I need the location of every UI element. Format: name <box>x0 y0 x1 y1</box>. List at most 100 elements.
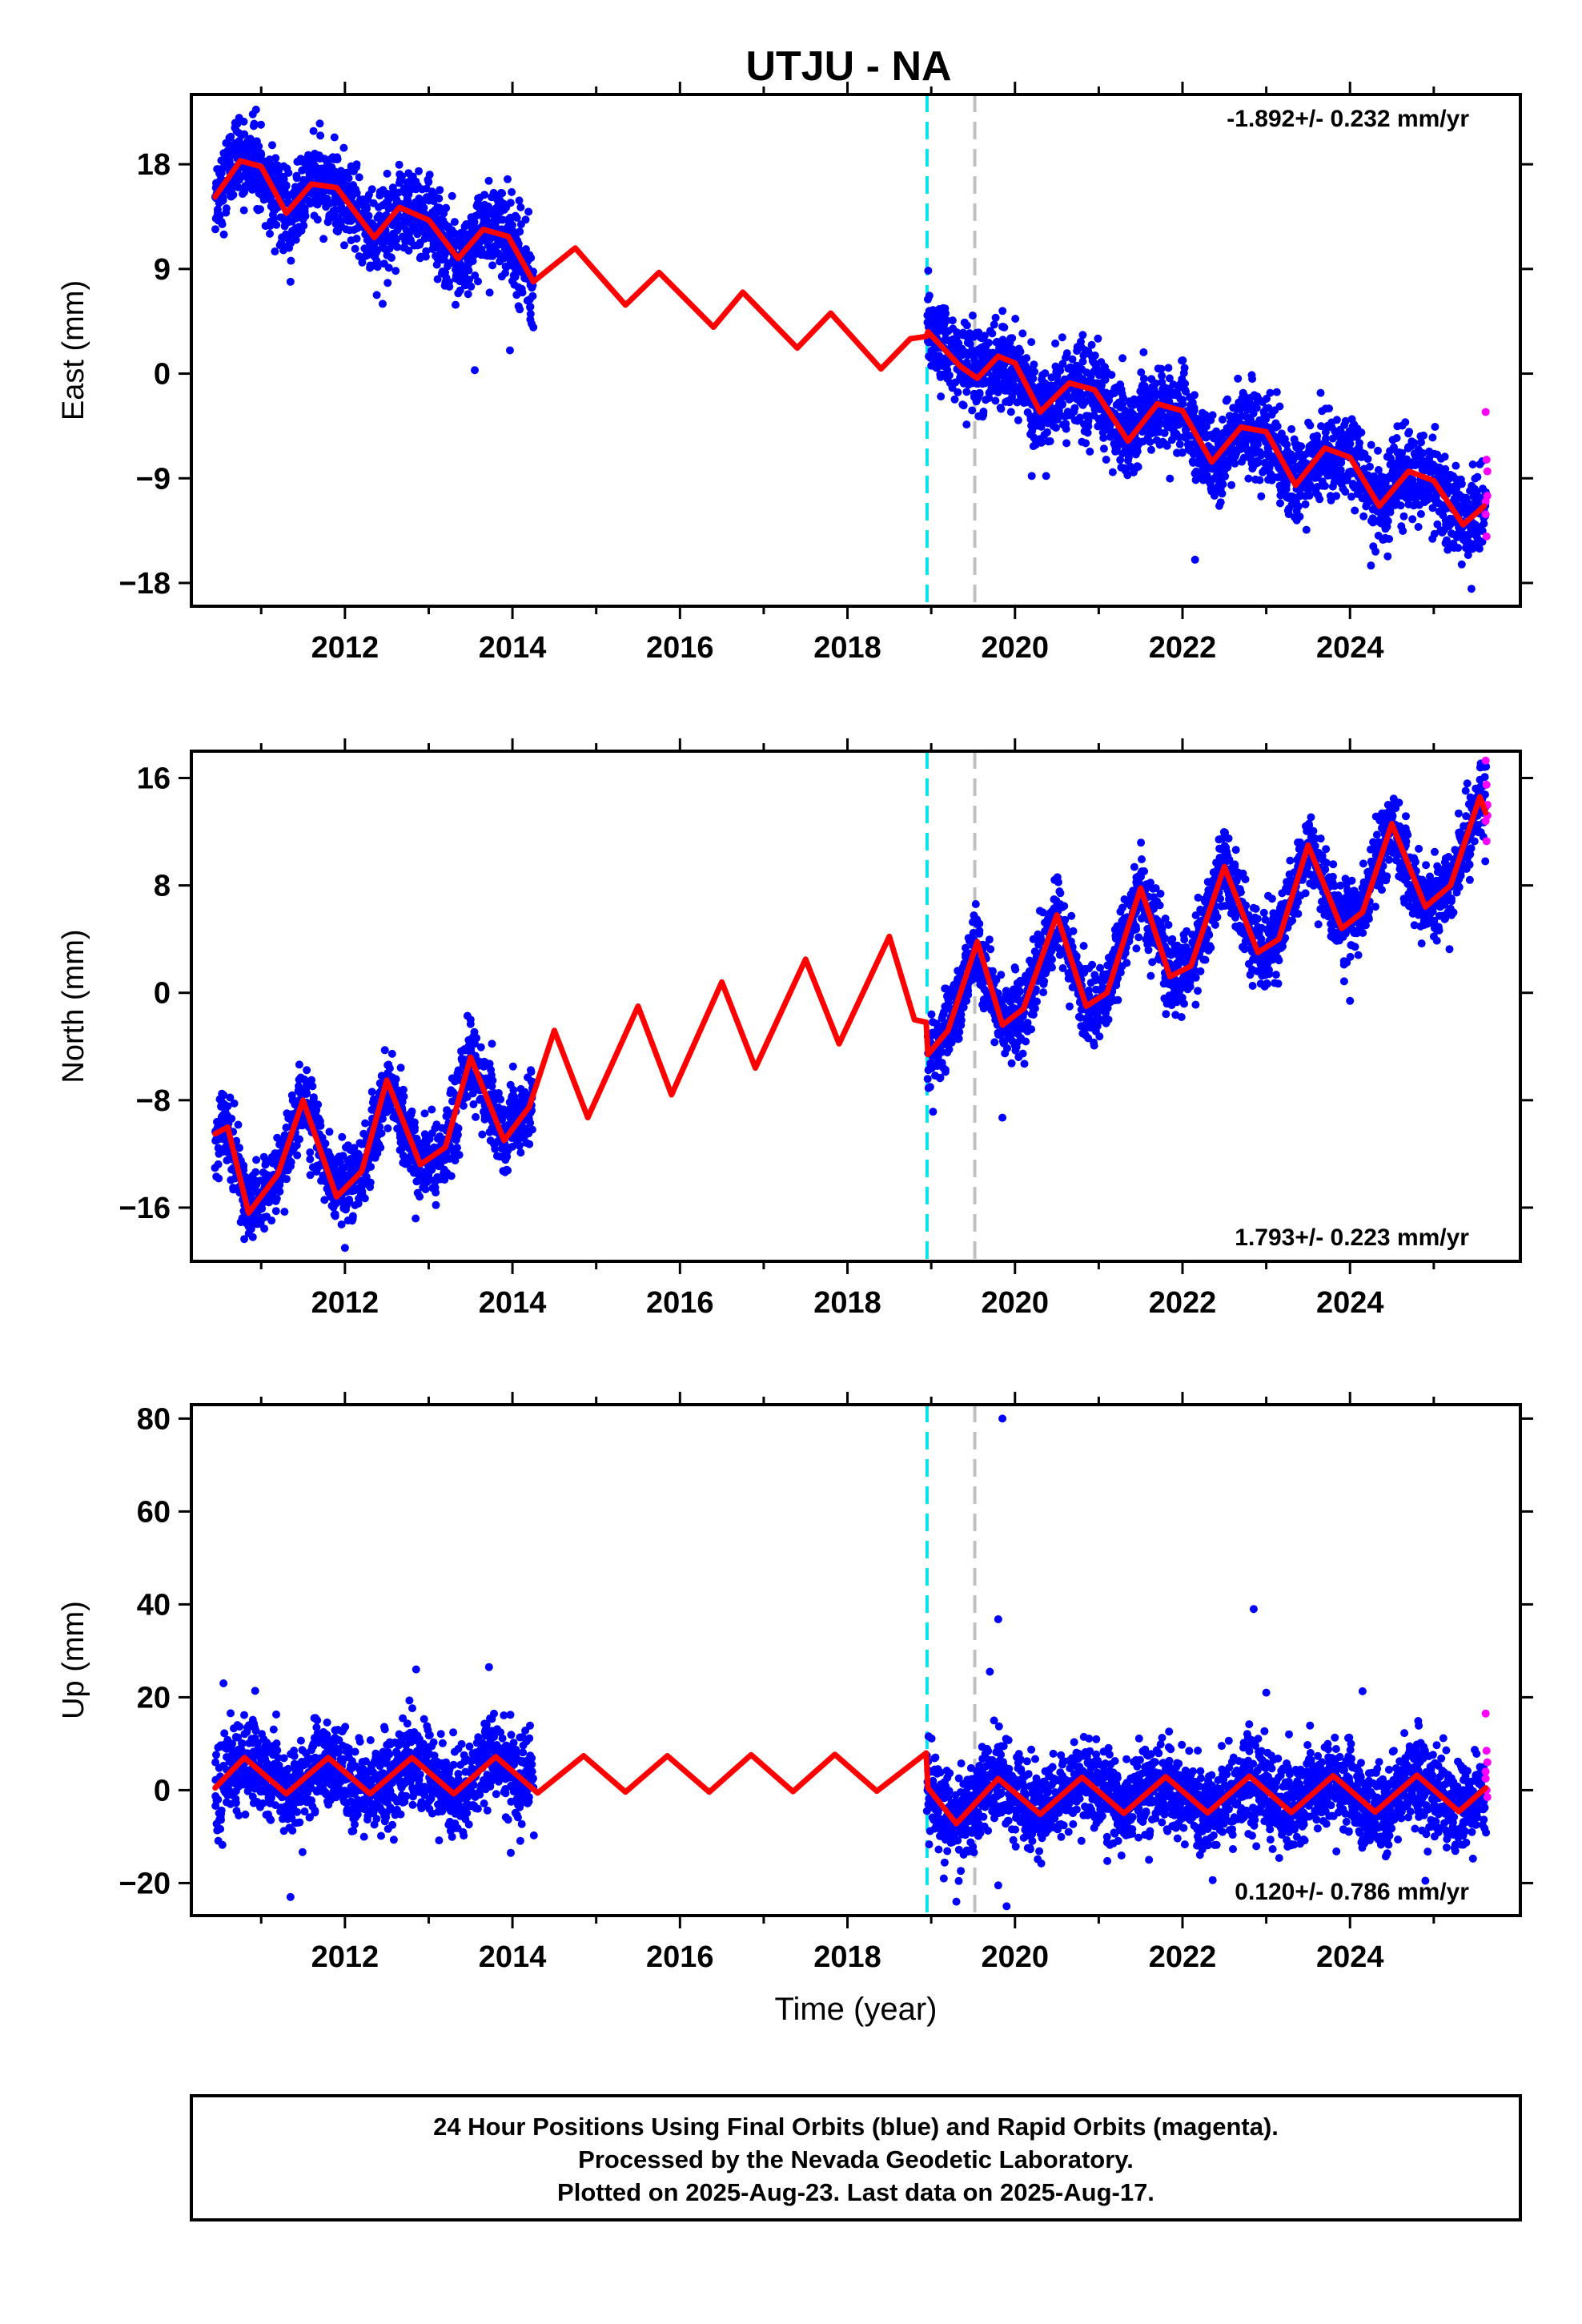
east-data-point <box>933 319 942 328</box>
east-outlier-point <box>286 277 295 286</box>
east-data-point <box>1042 472 1050 480</box>
east-data-point <box>1030 368 1039 376</box>
east-data-point <box>1325 404 1333 413</box>
east-data-point <box>1295 502 1303 511</box>
north-data-point <box>366 1178 375 1187</box>
east-data-point <box>954 388 962 396</box>
north-data-point <box>260 1224 269 1233</box>
east-data-point <box>271 247 279 255</box>
east-data-point <box>1227 480 1236 489</box>
north-data-point <box>408 1107 416 1116</box>
east-data-point <box>313 215 322 224</box>
east-data-point <box>924 267 933 275</box>
east-data-point <box>358 258 367 267</box>
north-data-point <box>302 1088 311 1097</box>
east-data-point <box>433 275 442 283</box>
east-data-point <box>352 160 361 169</box>
north-data-point <box>472 1112 480 1121</box>
east-outlier-point <box>1367 561 1375 570</box>
east-data-point <box>980 332 989 340</box>
east-data-point <box>1347 493 1355 501</box>
east-data-point <box>1133 447 1142 456</box>
east-data-point <box>239 206 248 215</box>
east-data-point <box>529 323 538 332</box>
north-data-point <box>247 1224 255 1233</box>
east-data-point <box>1431 423 1439 431</box>
east-data-point <box>344 174 353 183</box>
north-data-point <box>325 1128 334 1136</box>
north-data-point <box>432 1200 440 1209</box>
north-data-point <box>295 1135 303 1144</box>
north-data-point <box>219 1091 228 1100</box>
east-data-point <box>1262 415 1271 424</box>
north-data-point <box>929 1108 938 1116</box>
east-data-point <box>1428 504 1437 513</box>
east-xtick-label: 2014 <box>479 631 547 665</box>
east-data-point <box>1216 498 1225 507</box>
east-data-point <box>464 290 472 299</box>
north-data-point <box>527 1068 536 1076</box>
east-data-point <box>998 336 1007 344</box>
east-data-point <box>994 388 1002 396</box>
east-data-point <box>211 225 219 234</box>
north-data-point <box>380 1046 389 1055</box>
east-data-point <box>1134 463 1142 471</box>
east-data-point <box>351 244 359 253</box>
east-data-point <box>1477 537 1486 546</box>
east-outlier-point <box>315 119 324 128</box>
east-data-point <box>1223 395 1232 404</box>
east-data-point <box>953 328 962 336</box>
east-data-point <box>1341 488 1350 496</box>
east-data-point <box>1162 441 1171 450</box>
east-data-point <box>284 168 293 177</box>
east-data-point <box>1041 369 1050 378</box>
east-data-point <box>422 247 431 255</box>
east-data-point <box>1208 411 1217 420</box>
east-data-point <box>1366 462 1374 471</box>
east-data-point <box>521 215 530 224</box>
east-data-point <box>1147 445 1155 454</box>
east-data-point <box>962 388 971 396</box>
east-rapid-point <box>1481 408 1490 416</box>
east-data-point <box>468 257 477 265</box>
east-data-point <box>287 256 295 265</box>
north-data-point <box>308 1082 317 1091</box>
north-data-point <box>244 1184 253 1192</box>
east-data-point <box>1401 418 1410 427</box>
east-data-point <box>1157 364 1166 373</box>
east-data-point <box>340 241 348 250</box>
east-data-point <box>962 321 971 330</box>
east-data-point <box>1363 455 1372 464</box>
east-data-point <box>1062 349 1071 358</box>
east-data-point <box>404 246 413 255</box>
east-data-point <box>1075 413 1084 422</box>
east-data-point <box>1399 512 1408 521</box>
east-data-point <box>1433 520 1442 529</box>
east-data-point <box>1248 375 1257 384</box>
north-data-point <box>331 1212 339 1220</box>
east-data-point <box>1321 481 1329 490</box>
north-data-point <box>428 1105 436 1114</box>
east-data-point <box>925 292 934 300</box>
east-data-point <box>460 281 469 290</box>
east-data-point <box>1383 552 1392 561</box>
east-data-point <box>300 204 309 212</box>
north-data-point <box>223 1102 232 1111</box>
east-data-point <box>484 176 493 185</box>
north-data-point <box>391 1075 400 1084</box>
east-data-point <box>1414 523 1423 531</box>
east-data-point <box>266 229 274 238</box>
north-data-point <box>235 1144 243 1152</box>
east-outlier-point <box>505 346 514 355</box>
east-data-point <box>1475 545 1484 553</box>
east-data-point <box>435 194 444 203</box>
north-data-point <box>488 1039 496 1048</box>
east-data-point <box>942 309 950 318</box>
north-data-point <box>287 1158 295 1167</box>
east-data-point <box>1160 428 1169 437</box>
east-data-point <box>1321 428 1330 436</box>
north-data-point <box>314 1100 323 1109</box>
east-data-point <box>1473 472 1482 481</box>
north-data-point <box>455 1151 464 1160</box>
east-data-point <box>968 312 977 320</box>
